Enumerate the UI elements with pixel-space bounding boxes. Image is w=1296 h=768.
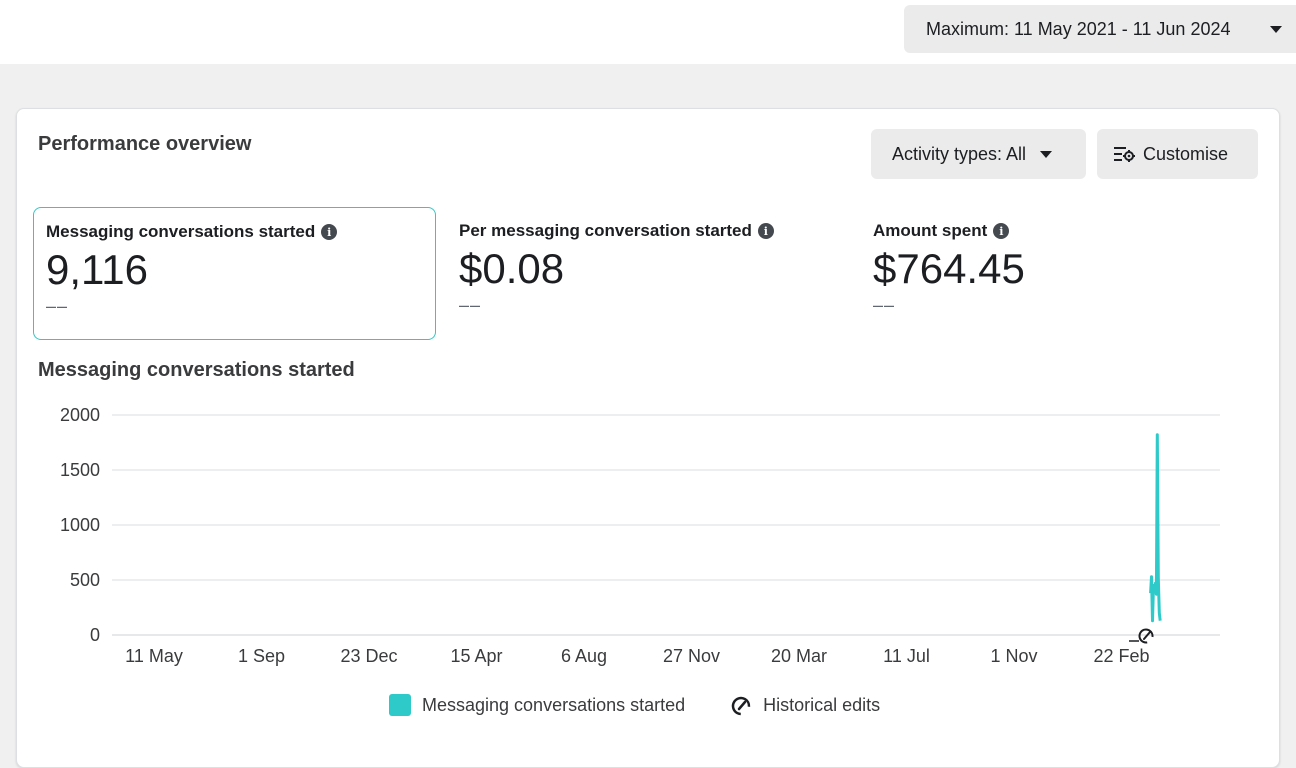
x-tick-label: 15 Apr	[450, 646, 502, 666]
top-bar: Maximum: 11 May 2021 - 11 Jun 2024	[0, 0, 1296, 64]
customise-label: Customise	[1143, 143, 1229, 164]
info-icon[interactable]: i	[993, 223, 1010, 239]
date-range-label: Maximum: 11 May 2021 - 11 Jun 2024	[926, 18, 1231, 39]
chart-legend: Messaging conversations started Historic…	[389, 694, 880, 716]
info-icon[interactable]: i	[757, 223, 774, 239]
y-tick-label: 1500	[60, 460, 100, 480]
metric-label-row: Amount spent i	[873, 221, 1264, 241]
historical-edit-marker[interactable]	[1129, 627, 1155, 645]
x-tick-label: 6 Aug	[561, 646, 607, 666]
metric-value: $764.45	[873, 245, 1025, 292]
legend-item-historical-edits[interactable]: Historical edits	[729, 694, 880, 716]
x-tick-label: 11 Jul	[883, 646, 930, 666]
chevron-down-icon	[1270, 26, 1282, 33]
legend-swatch	[389, 694, 411, 716]
y-tick-label: 0	[90, 625, 100, 645]
y-tick-label: 1000	[60, 515, 100, 535]
card-title: Performance overview	[38, 133, 252, 155]
metric-label-row: Messaging conversations started i	[46, 222, 435, 242]
y-tick-label: 500	[70, 570, 100, 590]
x-axis-ticks: 11 May 1 Sep 23 Dec 15 Apr 6 Aug 27 Nov 20 Mar…	[125, 646, 1149, 666]
metric-compare: ––	[459, 295, 482, 315]
metric-compare: ––	[873, 295, 896, 315]
metric-cost-per-conversation[interactable]: Per messaging conversation started i $0.…	[447, 207, 850, 340]
chart-title: Messaging conversations started	[38, 359, 355, 381]
y-axis-ticks: 0 500 1000 1500 2000	[60, 405, 100, 645]
x-tick-label: 22 Feb	[1093, 646, 1149, 666]
metric-label-row: Per messaging conversation started i	[459, 221, 850, 241]
customise-button[interactable]: Customise	[1097, 129, 1258, 179]
metric-label: Per messaging conversation started	[459, 221, 752, 240]
series-line	[1149, 433, 1162, 623]
activity-types-label: Activity types: All	[892, 143, 1027, 164]
metric-label: Amount spent	[873, 221, 988, 240]
x-tick-label: 1 Nov	[990, 646, 1037, 666]
line-chart: 0 500 1000 1500 2000 11 May 1 Sep 23 Dec 15 Apr…	[60, 405, 1220, 666]
metric-amount-spent[interactable]: Amount spent i $764.45 ––	[861, 207, 1264, 340]
x-tick-label: 20 Mar	[771, 646, 827, 666]
metric-compare: ––	[46, 296, 69, 316]
chevron-down-icon	[1040, 150, 1053, 158]
info-icon[interactable]: i	[321, 224, 338, 240]
chart-grid	[112, 414, 1220, 636]
metric-label: Messaging conversations started	[46, 222, 316, 241]
x-tick-label: 11 May	[125, 646, 183, 666]
y-tick-label: 2000	[60, 405, 100, 425]
metric-value: $0.08	[459, 245, 565, 292]
legend-item-series[interactable]: Messaging conversations started	[389, 694, 685, 716]
chart-series	[1149, 433, 1162, 623]
x-tick-label: 23 Dec	[340, 646, 397, 666]
metric-messaging-conversations[interactable]: Messaging conversations started i 9,116 …	[33, 207, 436, 340]
activity-types-dropdown[interactable]: Activity types: All	[871, 129, 1086, 179]
performance-overview-card: Performance overview Activity types: All…	[16, 108, 1280, 768]
x-tick-label: 1 Sep	[238, 646, 285, 666]
x-tick-label: 27 Nov	[663, 646, 720, 666]
legend-label: Messaging conversations started	[422, 694, 686, 715]
customise-settings-icon	[1114, 147, 1135, 162]
date-range-button[interactable]: Maximum: 11 May 2021 - 11 Jun 2024	[904, 5, 1296, 53]
legend-label: Historical edits	[763, 694, 881, 715]
historical-edits-icon	[731, 696, 751, 716]
metric-value: 9,116	[46, 246, 148, 293]
